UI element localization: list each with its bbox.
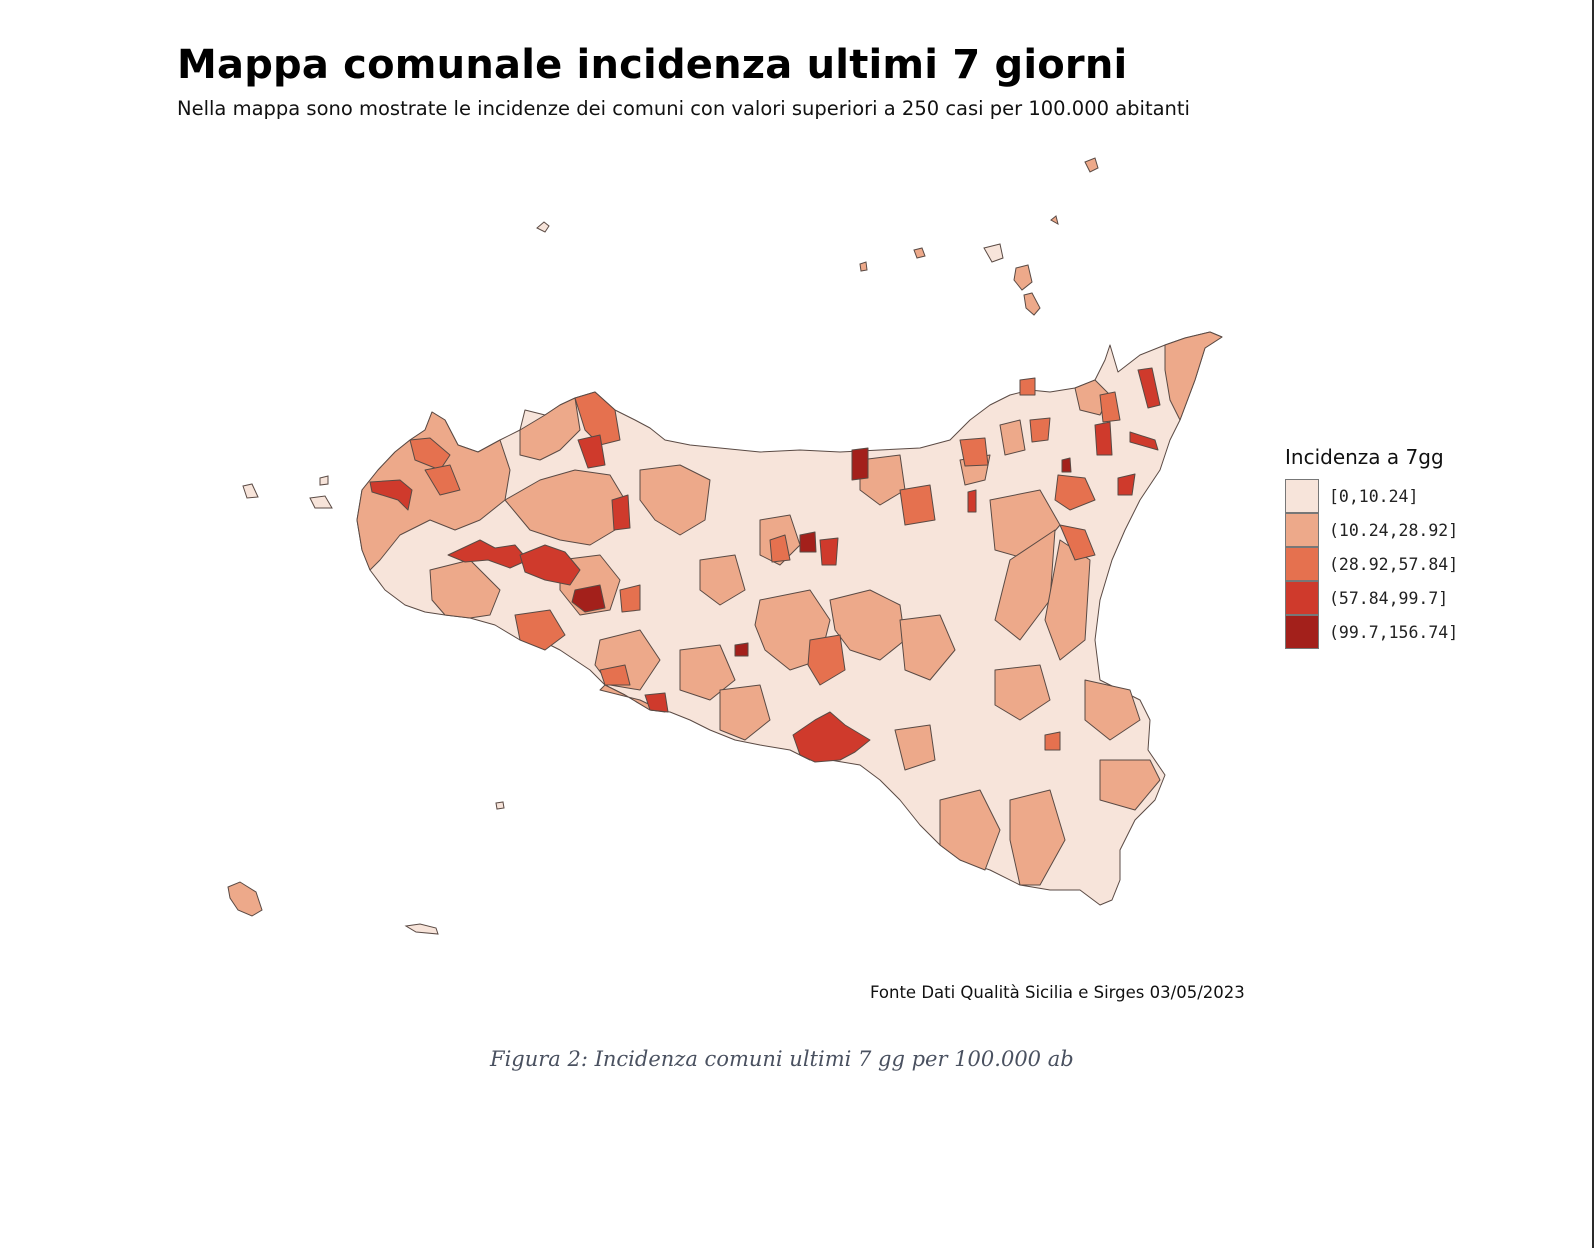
map-title: Mappa comunale incidenza ultimi 7 giorni — [177, 42, 1128, 88]
island-favignana — [309, 495, 333, 509]
data-source-note: Fonte Dati Qualità Sicilia e Sirges 03/0… — [870, 983, 1245, 1002]
figure-caption: Figura 2: Incidenza comuni ultimi 7 gg p… — [490, 1047, 1074, 1071]
legend-item-class-4: (99.7,156.74] — [1285, 615, 1458, 649]
island-vulcano — [1023, 292, 1041, 316]
legend-item-class-0: [0,10.24] — [1285, 479, 1458, 513]
island-filicudi — [913, 247, 926, 259]
island-alicudi — [859, 261, 868, 272]
island-linosa — [495, 801, 505, 810]
legend-item-class-3: (57.84,99.7] — [1285, 581, 1458, 615]
legend-item-class-2: (28.92,57.84] — [1285, 547, 1458, 581]
legend-swatch — [1285, 547, 1319, 581]
legend-label: (99.7,156.74] — [1329, 622, 1459, 642]
legend-swatch — [1285, 479, 1319, 513]
legend-label: (10.24,28.92] — [1329, 520, 1459, 540]
island-ustica — [536, 221, 550, 233]
legend-label: (57.84,99.7] — [1329, 588, 1449, 608]
island-pantelleria — [227, 881, 263, 917]
legend-swatch — [1285, 513, 1319, 547]
island-lipari — [1013, 264, 1033, 291]
island-lampedusa — [404, 923, 439, 935]
map-subtitle: Nella mappa sono mostrate le incidenze d… — [177, 97, 1190, 120]
island-panarea — [1050, 215, 1059, 226]
legend-swatch — [1285, 581, 1319, 615]
legend-title: Incidenza a 7gg — [1285, 445, 1444, 469]
legend-item-class-1: (10.24,28.92] — [1285, 513, 1458, 547]
island-stromboli — [1084, 157, 1099, 173]
page-edge-divider — [1592, 0, 1594, 1248]
map-legend: Incidenza a 7gg [0,10.24] (10.24,28.92] … — [1285, 445, 1458, 649]
island-levanzo — [319, 475, 329, 486]
legend-label: (28.92,57.84] — [1329, 554, 1459, 574]
island-salina — [983, 243, 1004, 263]
legend-swatch — [1285, 615, 1319, 649]
legend-label: [0,10.24] — [1329, 486, 1419, 506]
island-marettimo — [242, 483, 259, 499]
